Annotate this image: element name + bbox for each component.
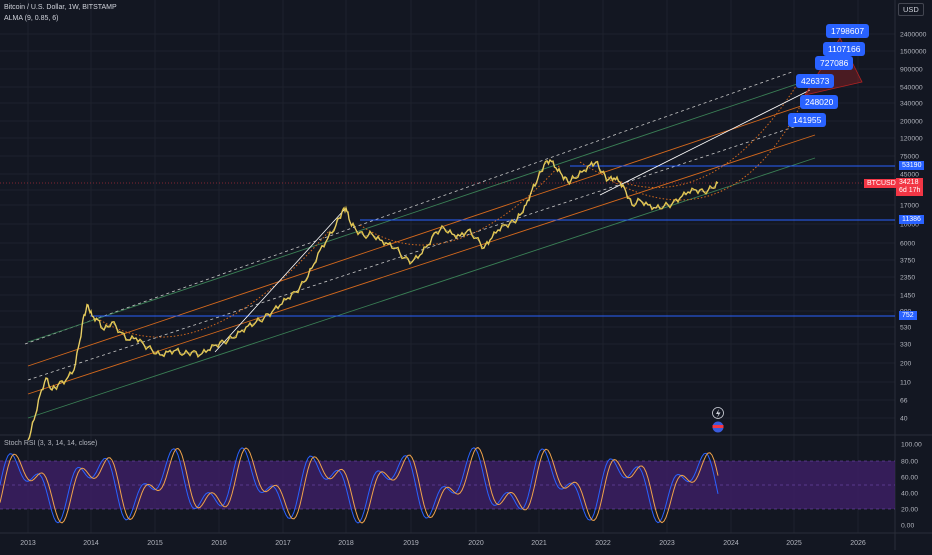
price-tick-label: 530 bbox=[900, 325, 912, 332]
arc-2013-2017[interactable] bbox=[99, 229, 331, 338]
alma-line bbox=[27, 159, 719, 441]
channel-orange-upper[interactable] bbox=[27, 102, 811, 367]
time-tick-label: 2019 bbox=[403, 540, 419, 547]
price-tick-label: 40 bbox=[900, 416, 908, 423]
current-price-box: 34218 6d 17h bbox=[896, 178, 924, 196]
symbol-title[interactable]: Bitcoin / U.S. Dollar, 1W, BITSTAMP bbox=[4, 4, 117, 11]
current-price-value: 34218 bbox=[899, 179, 919, 186]
rsi-tick-label: 40.00 bbox=[901, 491, 918, 498]
time-tick-label: 2018 bbox=[338, 540, 354, 547]
rsi-tick-label: 60.00 bbox=[901, 475, 918, 482]
currency-button[interactable]: USD bbox=[898, 3, 924, 16]
rsi-axis[interactable]: 100.00 80.00 60.00 40.00 20.00 0.00 bbox=[901, 442, 922, 530]
time-tick-label: 2023 bbox=[659, 540, 675, 547]
callout-1[interactable]: 1798607 bbox=[826, 24, 870, 38]
channel-upper-dashed[interactable] bbox=[24, 71, 793, 345]
time-tick-label: 2026 bbox=[850, 540, 866, 547]
rsi-indicator-label[interactable]: Stoch RSI (3, 3, 14, 14, close) bbox=[4, 440, 98, 447]
rsi-tick-label: 80.00 bbox=[901, 459, 918, 466]
price-tick-label: 17000 bbox=[900, 203, 919, 210]
time-tick-label: 2013 bbox=[20, 540, 36, 547]
bar-countdown: 6d 17h bbox=[899, 187, 921, 194]
trend-line-2016[interactable] bbox=[214, 209, 345, 353]
price-tick-label: 66 bbox=[900, 398, 908, 405]
time-tick-label: 2016 bbox=[211, 540, 227, 547]
level-tag-top: 53190 bbox=[899, 161, 925, 170]
price-axis[interactable]: 2400000 1500000 900000 540000 340000 200000 12… bbox=[900, 32, 927, 423]
price-tick-label: 45000 bbox=[900, 172, 919, 179]
trend-line-2023[interactable] bbox=[599, 89, 811, 196]
arc-2017-2021[interactable] bbox=[359, 164, 561, 246]
price-tick-label: 6000 bbox=[900, 241, 915, 248]
price-tick-label: 75000 bbox=[900, 154, 919, 161]
rsi-tick-label: 100.00 bbox=[901, 442, 922, 449]
time-axis[interactable]: 2013 2014 2015 2016 2017 2018 2019 2020 2021 2022… bbox=[20, 540, 866, 547]
horizontal-grid bbox=[0, 33, 895, 419]
price-tick-label: 10000 bbox=[900, 222, 919, 229]
price-tick-label: 120000 bbox=[900, 136, 923, 143]
vertical-grid bbox=[27, 0, 859, 533]
flag-icon[interactable] bbox=[712, 421, 724, 433]
time-tick-label: 2017 bbox=[275, 540, 291, 547]
time-tick-label: 2024 bbox=[723, 540, 739, 547]
price-tick-label: 200000 bbox=[900, 119, 923, 126]
price-tick-label: 1500000 bbox=[900, 49, 927, 56]
price-tick-label: 340000 bbox=[900, 101, 923, 108]
rsi-tick-label: 0.00 bbox=[901, 523, 914, 530]
rsi-k-line bbox=[0, 447, 719, 524]
channel-mid-dashed[interactable] bbox=[27, 119, 816, 381]
channel-green-lower[interactable] bbox=[27, 157, 816, 419]
price-tick-label: 330 bbox=[900, 342, 912, 349]
time-tick-label: 2015 bbox=[147, 540, 163, 547]
level-tag-mid: 11386 bbox=[899, 215, 924, 224]
rsi-tick-label: 20.00 bbox=[901, 507, 918, 514]
callout-6[interactable]: 141955 bbox=[788, 113, 827, 127]
channel-green-upper[interactable] bbox=[27, 82, 801, 343]
callout-5[interactable]: 248020 bbox=[800, 95, 839, 109]
price-tick-label: 1450 bbox=[900, 293, 915, 300]
symbol-price-label: BTCUSD bbox=[864, 179, 899, 188]
price-tick-label: 200 bbox=[900, 361, 912, 368]
regression-channel[interactable] bbox=[24, 71, 816, 419]
rsi-d-line bbox=[0, 446, 719, 524]
time-tick-label: 2022 bbox=[595, 540, 611, 547]
price-tick-label: 110 bbox=[900, 380, 911, 387]
time-tick-label: 2014 bbox=[83, 540, 99, 547]
callout-3[interactable]: 727086 bbox=[815, 56, 854, 70]
arc-2021-2025-inner[interactable] bbox=[609, 74, 816, 201]
price-tick-label: 540000 bbox=[900, 85, 923, 92]
channel-orange-lower[interactable] bbox=[27, 134, 816, 395]
callout-2[interactable]: 1107166 bbox=[823, 42, 866, 56]
lightning-icon[interactable] bbox=[712, 407, 724, 419]
time-tick-label: 2025 bbox=[786, 540, 802, 547]
price-tick-label: 900000 bbox=[900, 67, 923, 74]
callout-4[interactable]: 426373 bbox=[796, 74, 835, 88]
price-tick-label: 2400000 bbox=[900, 32, 927, 39]
price-tick-label: 2350 bbox=[900, 275, 915, 282]
indicator-label[interactable]: ALMA (9, 0.85, 6) bbox=[4, 15, 59, 22]
price-tick-label: 3750 bbox=[900, 258, 915, 265]
time-tick-label: 2021 bbox=[531, 540, 547, 547]
level-tag-low: 752 bbox=[899, 311, 917, 320]
time-tick-label: 2020 bbox=[468, 540, 484, 547]
